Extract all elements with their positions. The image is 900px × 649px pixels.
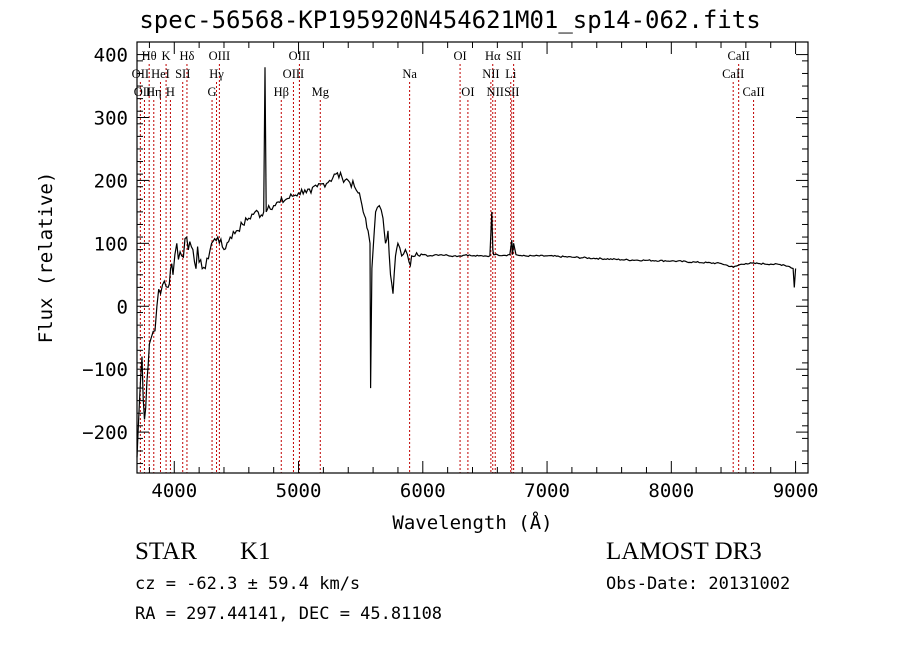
emission-line-label: Hγ (209, 67, 224, 81)
emission-line-label: OIII (134, 85, 156, 99)
y-tick-label: 300 (94, 108, 128, 130)
emission-line-label: SII (504, 85, 519, 99)
emission-line-label: OI (453, 49, 466, 63)
emission-line-label: OIII (283, 67, 305, 81)
x-tick-label: 6000 (400, 480, 446, 502)
emission-line-label: K (162, 49, 171, 63)
emission-line-label: Hα (485, 49, 501, 63)
object-subclass: K1 (240, 538, 271, 565)
x-axis-label: Wavelength (Å) (392, 511, 552, 534)
x-tick-label: 7000 (524, 480, 570, 502)
survey-name: LAMOST DR3 (606, 538, 762, 565)
y-tick-label: −200 (82, 422, 128, 444)
plot-frame (136, 41, 809, 474)
obs-date: Obs-Date: 20131002 (606, 574, 791, 594)
page-title: spec-56568-KP195920N454621M01_sp14-062.f… (139, 6, 761, 34)
emission-line-label: SII (175, 67, 190, 81)
x-tick-label: 5000 (276, 480, 322, 502)
y-tick-label: 0 (117, 296, 128, 318)
x-tick-label: 8000 (648, 480, 694, 502)
emission-line-label: Hδ (179, 49, 194, 63)
spectrum-line (136, 67, 797, 458)
emission-line-label: SII (506, 49, 521, 63)
emission-line-label: Li (505, 67, 517, 81)
y-axis-label: Flux (relative) (35, 172, 57, 344)
emission-line-label: OI (461, 85, 474, 99)
emission-line-label: OIII (289, 49, 311, 63)
emission-line-label: H (166, 85, 175, 99)
emission-line-label: Hβ (274, 85, 289, 99)
emission-line-label: G (208, 85, 217, 99)
emission-line-label: Hη (146, 85, 162, 99)
emission-line-label: CaII (728, 49, 750, 63)
emission-line-label: NII (487, 85, 504, 99)
y-tick-label: 100 (94, 233, 128, 255)
x-tick-label: 9000 (773, 480, 819, 502)
emission-line-label: CaII (722, 67, 744, 81)
emission-line-markers (139, 64, 755, 473)
emission-line-label: OII (132, 67, 149, 81)
y-tick-label: −100 (82, 359, 128, 381)
emission-line-labels: HθOIIOIIIHηHeIKHSIIHδGHγOIIIHβOIIIOIIIMg… (132, 49, 765, 99)
y-tick-label: 200 (94, 170, 128, 192)
emission-line-label: Mg (312, 85, 330, 99)
emission-line-label: HeI (151, 67, 170, 81)
emission-line-label: OIII (209, 49, 231, 63)
x-tick-label: 4000 (151, 480, 197, 502)
object-class: STAR (135, 538, 197, 565)
emission-line-label: Na (402, 67, 417, 81)
emission-line-label: CaII (742, 85, 764, 99)
axis-ticks: 4000 5000 6000 7000 8000 9000 −200 −100 0 100 200 3… (82, 42, 818, 502)
coordinates: RA = 297.44141, DEC = 45.81108 (135, 604, 443, 624)
emission-line-label: Hθ (142, 49, 157, 63)
y-tick-label: 400 (94, 45, 128, 67)
emission-line-label: NII (482, 67, 499, 81)
redshift-text: cz = -62.3 ± 59.4 km/s (135, 574, 361, 594)
